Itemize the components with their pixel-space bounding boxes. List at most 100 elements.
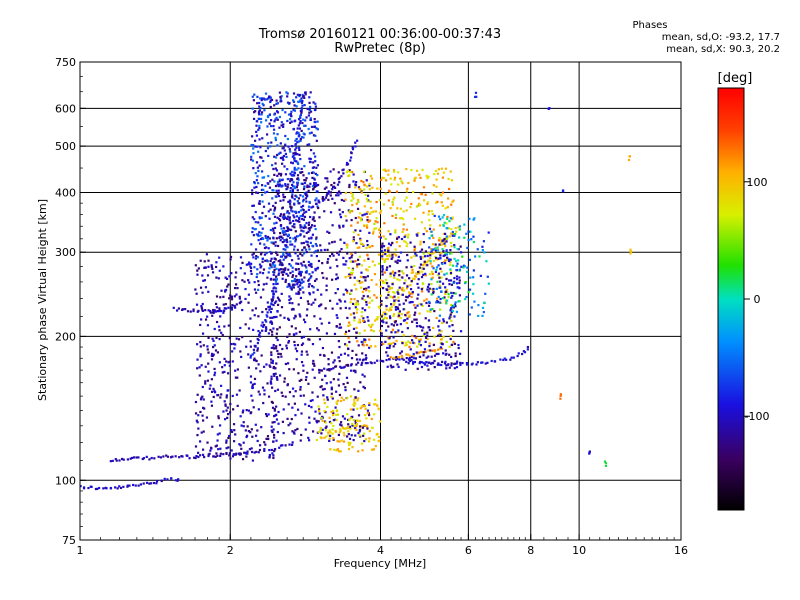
data-point xyxy=(382,203,386,206)
data-point xyxy=(375,296,378,299)
data-point xyxy=(330,386,333,389)
data-point xyxy=(452,306,455,309)
data-point xyxy=(253,377,257,381)
data-point xyxy=(249,354,253,357)
data-point xyxy=(436,249,439,252)
data-point xyxy=(357,450,360,453)
data-point xyxy=(339,307,342,310)
data-point xyxy=(259,117,263,121)
data-point xyxy=(286,384,289,387)
data-point xyxy=(225,396,228,399)
data-point xyxy=(272,132,276,135)
data-point xyxy=(247,279,250,282)
data-point xyxy=(263,109,266,112)
data-point xyxy=(212,395,215,399)
data-point xyxy=(409,206,412,209)
data-point xyxy=(307,127,310,131)
data-point xyxy=(430,287,433,291)
data-point xyxy=(349,364,353,367)
data-point xyxy=(317,408,321,411)
data-point xyxy=(242,441,245,444)
data-point xyxy=(419,250,422,253)
data-point xyxy=(285,188,288,191)
data-point xyxy=(349,260,352,263)
data-point xyxy=(407,340,410,343)
data-point xyxy=(251,189,254,192)
data-point xyxy=(250,394,253,397)
data-point xyxy=(353,298,356,301)
data-point xyxy=(290,206,293,209)
data-point xyxy=(431,307,434,311)
data-point xyxy=(225,307,228,310)
data-point xyxy=(274,372,277,375)
data-point xyxy=(148,482,151,485)
data-point xyxy=(306,243,309,246)
data-point xyxy=(253,186,256,189)
data-point xyxy=(438,243,441,246)
data-point xyxy=(286,119,289,123)
data-point xyxy=(305,266,308,269)
data-point xyxy=(408,356,411,360)
stats-heading: Phases xyxy=(632,20,668,31)
data-point xyxy=(268,306,271,309)
data-point xyxy=(265,252,268,255)
data-point xyxy=(297,290,300,293)
data-point xyxy=(450,315,453,319)
data-point xyxy=(249,381,253,384)
data-point xyxy=(264,329,267,333)
data-point xyxy=(254,145,257,148)
data-point xyxy=(295,358,298,361)
data-point xyxy=(368,184,371,187)
data-point xyxy=(434,169,438,173)
data-point xyxy=(281,263,284,267)
data-point xyxy=(225,360,228,363)
data-point xyxy=(300,129,303,133)
data-point xyxy=(389,177,392,180)
data-point xyxy=(347,447,351,451)
data-point xyxy=(297,140,301,143)
data-point xyxy=(252,152,255,155)
data-point xyxy=(418,270,421,273)
data-point xyxy=(450,179,454,182)
data-point xyxy=(289,297,292,300)
data-point xyxy=(216,454,219,457)
data-point xyxy=(171,455,174,458)
data-point xyxy=(192,308,195,311)
data-point xyxy=(287,424,290,427)
data-point xyxy=(402,302,405,305)
data-point xyxy=(363,439,366,443)
data-point xyxy=(336,302,339,305)
data-point xyxy=(420,365,424,369)
data-point xyxy=(294,151,297,154)
data-point xyxy=(387,246,390,250)
data-point xyxy=(276,328,279,331)
colorbar-tick-label: -100 xyxy=(745,410,770,423)
data-point xyxy=(342,168,345,171)
data-point xyxy=(357,414,361,417)
data-point xyxy=(358,263,361,266)
data-point xyxy=(285,347,289,350)
data-point xyxy=(251,107,254,110)
data-point xyxy=(456,360,459,363)
data-point xyxy=(367,440,371,443)
data-point xyxy=(373,272,377,276)
data-point xyxy=(455,310,459,313)
data-point xyxy=(343,417,346,420)
data-point xyxy=(273,120,276,123)
data-point xyxy=(263,389,266,392)
data-point xyxy=(455,362,458,365)
data-point xyxy=(350,363,353,366)
data-point xyxy=(391,241,394,244)
data-point xyxy=(212,387,215,391)
data-point xyxy=(436,334,440,337)
data-point xyxy=(295,292,298,295)
data-point xyxy=(450,355,453,359)
data-point xyxy=(296,93,299,96)
data-point xyxy=(245,434,249,437)
data-point xyxy=(214,349,218,352)
data-point xyxy=(337,450,341,453)
data-point xyxy=(387,199,390,202)
data-point xyxy=(453,342,456,345)
data-point xyxy=(266,239,269,242)
data-point xyxy=(405,245,408,248)
